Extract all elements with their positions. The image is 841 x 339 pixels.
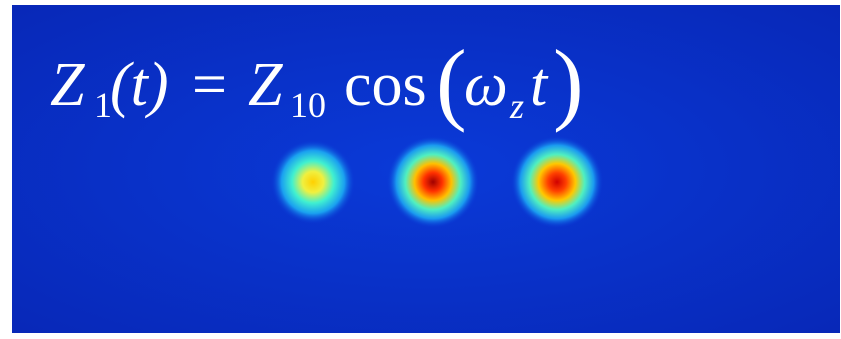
- eq-symbol: t: [530, 51, 549, 119]
- eq-symbol: Z: [248, 51, 283, 119]
- eq-function: cos: [344, 51, 427, 119]
- eq-paren: (: [436, 31, 467, 133]
- eq-subscript: 10: [290, 85, 326, 125]
- eq-subscript: z: [509, 86, 524, 126]
- eq-argument: (t): [110, 51, 169, 119]
- eq-equals: =: [192, 51, 227, 119]
- image: Z 1 (t) = Z 10 cos ( ω z t ): [0, 0, 841, 339]
- ion-spot: [387, 136, 479, 228]
- ion-spot: [511, 136, 603, 228]
- eq-paren: ): [553, 31, 584, 133]
- eq-symbol: ω: [464, 51, 508, 119]
- eq-symbol: Z: [50, 51, 85, 119]
- ion-spot: [271, 140, 355, 224]
